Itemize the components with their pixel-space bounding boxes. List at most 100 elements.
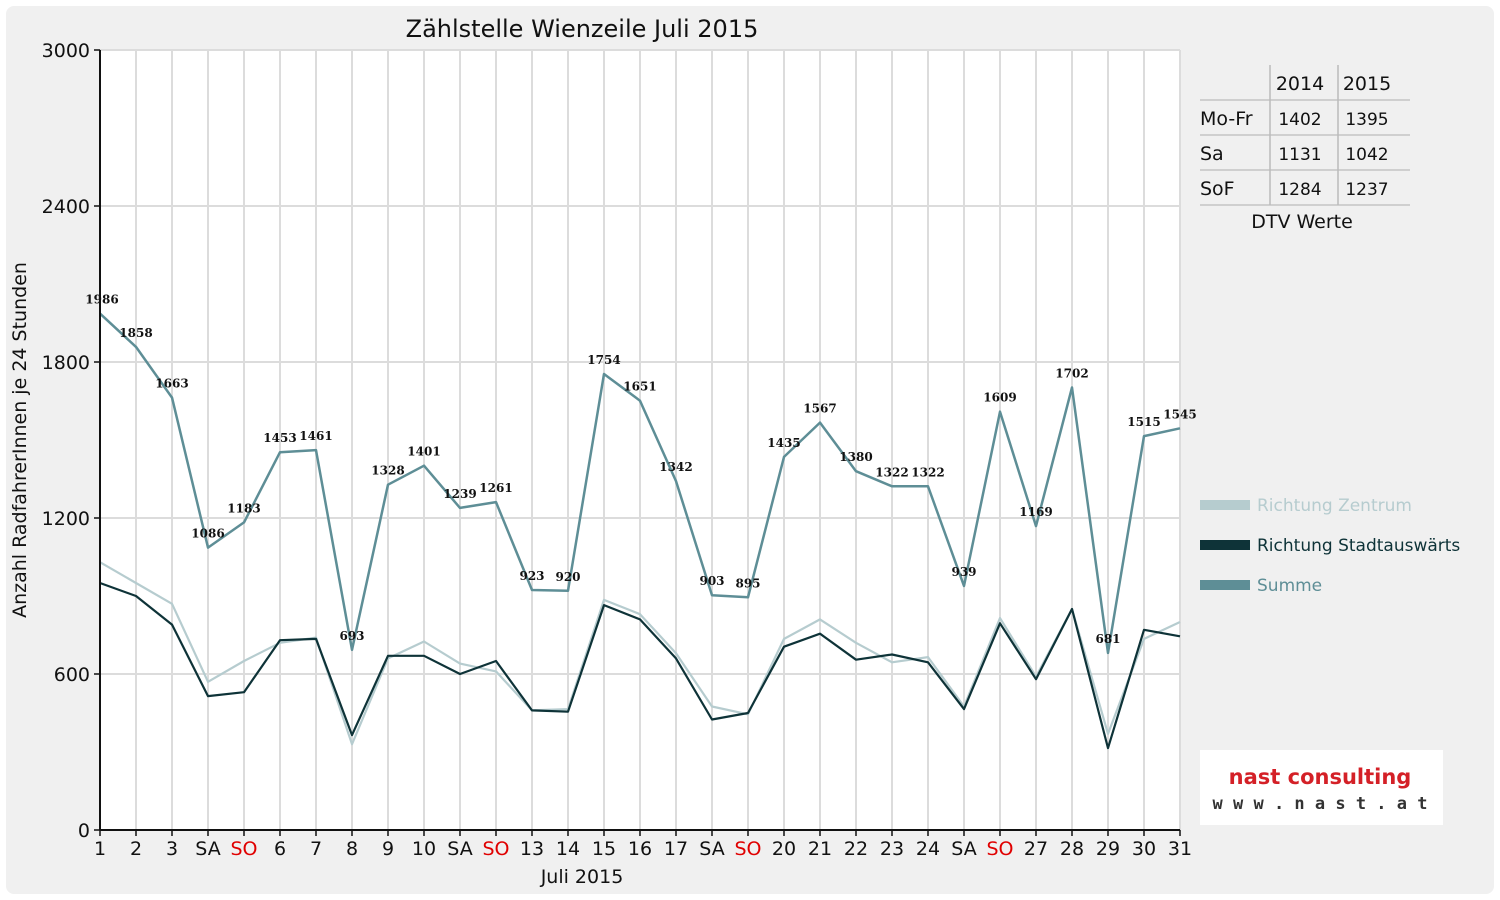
series-line-1 <box>99 581 1181 750</box>
y-tick-label: 1800 <box>42 352 90 374</box>
x-tick-label: SO <box>482 838 509 860</box>
x-tick-label: 9 <box>382 838 394 860</box>
legend-label-1: Richtung Stadtauswärts <box>1257 536 1460 556</box>
x-tick-label: 16 <box>628 838 652 860</box>
x-tick-label: 24 <box>916 838 940 860</box>
x-tick-label: SA <box>699 838 724 860</box>
logo-box: nast consulting w w w . n a s t . a t <box>1200 750 1443 825</box>
series-line-0 <box>99 561 1181 746</box>
data-label: 1086 <box>191 527 224 541</box>
data-label: 1515 <box>1127 415 1160 429</box>
logo-line2: w w w . n a s t . a t <box>1213 794 1428 814</box>
y-tick-label: 1200 <box>42 508 90 530</box>
table-cell: 1237 <box>1345 180 1388 200</box>
x-tick-label: 6 <box>274 838 286 860</box>
legend-swatch-1 <box>1200 540 1250 550</box>
y-tick-label: 600 <box>54 664 90 686</box>
x-tick-label: SA <box>951 838 976 860</box>
legend-label-0: Richtung Zentrum <box>1257 496 1412 516</box>
x-tick-label: SO <box>986 838 1013 860</box>
chart-title: Zählstelle Wienzeile Juli 2015 <box>406 15 759 43</box>
x-tick-label: 10 <box>412 838 436 860</box>
data-label: 1342 <box>659 460 692 474</box>
data-label: 1322 <box>911 465 944 479</box>
y-tick-label: 2400 <box>42 196 90 218</box>
x-tick-label: 23 <box>880 838 904 860</box>
x-tick-label: 20 <box>772 838 796 860</box>
data-label: 1322 <box>875 465 908 479</box>
y-tick-label: 3000 <box>42 40 90 62</box>
data-label: 1651 <box>623 380 656 394</box>
series-group <box>99 312 1181 750</box>
series-line-2 <box>99 312 1181 655</box>
data-label: 1663 <box>155 377 188 391</box>
table-row-label: Sa <box>1200 143 1224 165</box>
x-tick-label: 15 <box>592 838 616 860</box>
data-label: 1380 <box>839 450 872 464</box>
x-tick-label: 1 <box>94 838 106 860</box>
x-tick-label: 14 <box>556 838 580 860</box>
y-axis-title: Anzahl RadfahrerInnen je 24 Stunden <box>9 262 31 618</box>
data-label: 895 <box>735 576 760 590</box>
table-row-label: SoF <box>1200 178 1235 200</box>
table-cell: 1042 <box>1345 145 1388 165</box>
x-tick-label: 27 <box>1024 838 1048 860</box>
x-axis-title: Juli 2015 <box>540 866 624 888</box>
x-tick-label: 2 <box>130 838 142 860</box>
y-tick-label: 0 <box>78 820 90 842</box>
x-tick-label: SA <box>447 838 472 860</box>
table-cell: 1395 <box>1345 110 1388 130</box>
table-cell: 1284 <box>1278 180 1321 200</box>
data-label: 923 <box>519 569 544 583</box>
x-tick-label: 28 <box>1060 838 1084 860</box>
data-label: 681 <box>1095 632 1120 646</box>
x-tick-label: 7 <box>310 838 322 860</box>
data-label: 1435 <box>767 436 800 450</box>
data-label: 1328 <box>371 464 404 478</box>
data-label: 1401 <box>407 445 440 459</box>
data-label: 1239 <box>443 487 476 501</box>
data-label: 1858 <box>119 326 152 340</box>
x-tick-label: 21 <box>808 838 832 860</box>
data-label: 1453 <box>263 431 296 445</box>
legend-swatch-2 <box>1200 580 1250 590</box>
x-tick-label: SO <box>230 838 257 860</box>
table-header-2014: 2014 <box>1276 73 1324 95</box>
data-label: 693 <box>339 629 364 643</box>
table-header-2015: 2015 <box>1343 73 1391 95</box>
logo-line1: nast consulting <box>1229 765 1412 789</box>
data-label: 1461 <box>299 429 332 443</box>
legend: Richtung Zentrum Richtung Stadtauswärts Su… <box>1200 496 1460 596</box>
legend-label-2: Summe <box>1257 576 1322 596</box>
data-label: 1261 <box>479 481 512 495</box>
x-tick-label: 29 <box>1096 838 1120 860</box>
x-tick-label: 17 <box>664 838 688 860</box>
data-label: 1754 <box>587 353 620 367</box>
x-tick-label: SO <box>734 838 761 860</box>
x-tick-label: 31 <box>1168 838 1192 860</box>
data-label: 939 <box>951 565 976 579</box>
table-row-label: Mo-Fr <box>1200 108 1253 130</box>
table-cell: 1402 <box>1278 110 1321 130</box>
data-label: 920 <box>555 570 580 584</box>
legend-swatch-0 <box>1200 500 1250 510</box>
data-label: 1609 <box>983 391 1016 405</box>
x-tick-label: SA <box>195 838 220 860</box>
data-label: 1702 <box>1055 366 1088 380</box>
x-tick-label: 30 <box>1132 838 1156 860</box>
data-label: 1545 <box>1163 407 1196 421</box>
data-label: 1183 <box>227 501 260 515</box>
x-tick-label: 13 <box>520 838 544 860</box>
data-label: 1986 <box>85 293 118 307</box>
data-label: 1567 <box>803 402 836 416</box>
table-cell: 1131 <box>1278 145 1321 165</box>
table-caption: DTV Werte <box>1251 211 1353 233</box>
x-tick-label: 8 <box>346 838 358 860</box>
data-label: 903 <box>699 574 724 588</box>
data-label: 1169 <box>1019 505 1052 519</box>
dtv-table: 2014 2015 Mo-Fr 1402 1395 Sa 1131 1042 SoF 1284 12… <box>1200 65 1410 233</box>
x-tick-label: 3 <box>166 838 178 860</box>
x-tick-label: 22 <box>844 838 868 860</box>
